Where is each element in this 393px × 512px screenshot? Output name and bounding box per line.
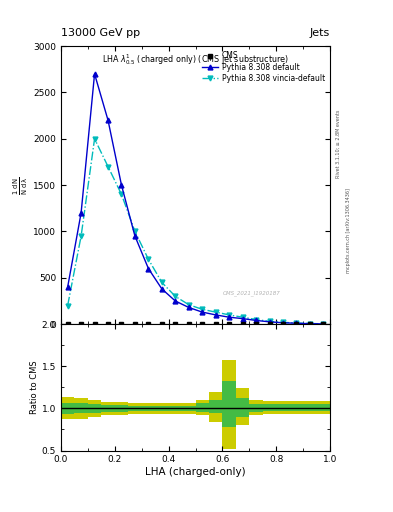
Pythia 8.308 default	[227, 314, 231, 321]
Pythia 8.308 vincia-default	[186, 302, 191, 308]
Pythia 8.308 vincia-default	[281, 319, 285, 326]
Pythia 8.308 default	[240, 315, 245, 322]
Legend: CMS, Pythia 8.308 default, Pythia 8.308 vincia-default: CMS, Pythia 8.308 default, Pythia 8.308 …	[200, 50, 326, 84]
Y-axis label: $\frac{1}{\rm N}\frac{d\,N}{d\,\lambda}$: $\frac{1}{\rm N}\frac{d\,N}{d\,\lambda}$	[12, 176, 30, 195]
Pythia 8.308 default	[119, 182, 124, 188]
Pythia 8.308 default	[308, 321, 312, 327]
Pythia 8.308 default	[79, 210, 83, 216]
CMS	[281, 321, 285, 327]
Text: 13000 GeV pp: 13000 GeV pp	[61, 28, 140, 38]
Pythia 8.308 vincia-default	[227, 312, 231, 318]
Pythia 8.308 vincia-default	[146, 256, 151, 262]
CMS	[254, 321, 259, 327]
Pythia 8.308 vincia-default	[267, 318, 272, 325]
Text: Jets: Jets	[310, 28, 330, 38]
Pythia 8.308 vincia-default	[294, 320, 299, 326]
Pythia 8.308 vincia-default	[106, 163, 110, 169]
Pythia 8.308 default	[106, 117, 110, 123]
Pythia 8.308 vincia-default	[173, 293, 178, 300]
Pythia 8.308 default	[65, 284, 70, 290]
Pythia 8.308 default	[254, 317, 259, 324]
Pythia 8.308 default	[321, 321, 326, 327]
Pythia 8.308 vincia-default	[119, 191, 124, 198]
Text: mcplots.cern.ch [arXiv:1306.3436]: mcplots.cern.ch [arXiv:1306.3436]	[346, 188, 351, 273]
CMS	[132, 321, 137, 327]
CMS	[321, 321, 326, 327]
Text: CMS_2021_I1920187: CMS_2021_I1920187	[222, 291, 280, 296]
CMS	[227, 321, 231, 327]
Pythia 8.308 vincia-default	[92, 136, 97, 142]
Pythia 8.308 default	[267, 319, 272, 325]
Pythia 8.308 default	[281, 319, 285, 326]
Pythia 8.308 default	[200, 309, 205, 315]
Line: CMS: CMS	[66, 322, 325, 326]
Pythia 8.308 vincia-default	[160, 280, 164, 286]
Text: LHA $\lambda^1_{0.5}$ (charged only) (CMS jet substructure): LHA $\lambda^1_{0.5}$ (charged only) (CM…	[102, 52, 289, 67]
CMS	[119, 321, 124, 327]
Pythia 8.308 vincia-default	[213, 309, 218, 315]
Pythia 8.308 vincia-default	[79, 233, 83, 239]
CMS	[308, 321, 312, 327]
Pythia 8.308 vincia-default	[65, 303, 70, 309]
CMS	[79, 321, 83, 327]
Pythia 8.308 default	[146, 265, 151, 271]
Pythia 8.308 default	[186, 305, 191, 311]
CMS	[294, 321, 299, 327]
X-axis label: LHA (charged-only): LHA (charged-only)	[145, 467, 246, 477]
CMS	[240, 321, 245, 327]
Pythia 8.308 vincia-default	[254, 316, 259, 323]
CMS	[267, 321, 272, 327]
Text: Rivet 3.1.10; ≥ 2.8M events: Rivet 3.1.10; ≥ 2.8M events	[336, 109, 341, 178]
Pythia 8.308 default	[132, 233, 137, 239]
CMS	[92, 321, 97, 327]
Pythia 8.308 vincia-default	[132, 228, 137, 234]
Pythia 8.308 default	[294, 320, 299, 326]
Pythia 8.308 vincia-default	[321, 321, 326, 327]
Y-axis label: Ratio to CMS: Ratio to CMS	[30, 360, 39, 414]
Line: Pythia 8.308 vincia-default: Pythia 8.308 vincia-default	[65, 136, 326, 326]
Pythia 8.308 default	[160, 286, 164, 292]
Pythia 8.308 default	[92, 71, 97, 77]
CMS	[146, 321, 151, 327]
CMS	[173, 321, 178, 327]
CMS	[160, 321, 164, 327]
CMS	[200, 321, 205, 327]
Pythia 8.308 vincia-default	[240, 314, 245, 321]
Pythia 8.308 vincia-default	[308, 321, 312, 327]
CMS	[213, 321, 218, 327]
Pythia 8.308 default	[173, 298, 178, 304]
CMS	[186, 321, 191, 327]
Pythia 8.308 default	[213, 312, 218, 318]
CMS	[65, 321, 70, 327]
Line: Pythia 8.308 default: Pythia 8.308 default	[65, 72, 326, 326]
Pythia 8.308 vincia-default	[200, 306, 205, 312]
CMS	[106, 321, 110, 327]
